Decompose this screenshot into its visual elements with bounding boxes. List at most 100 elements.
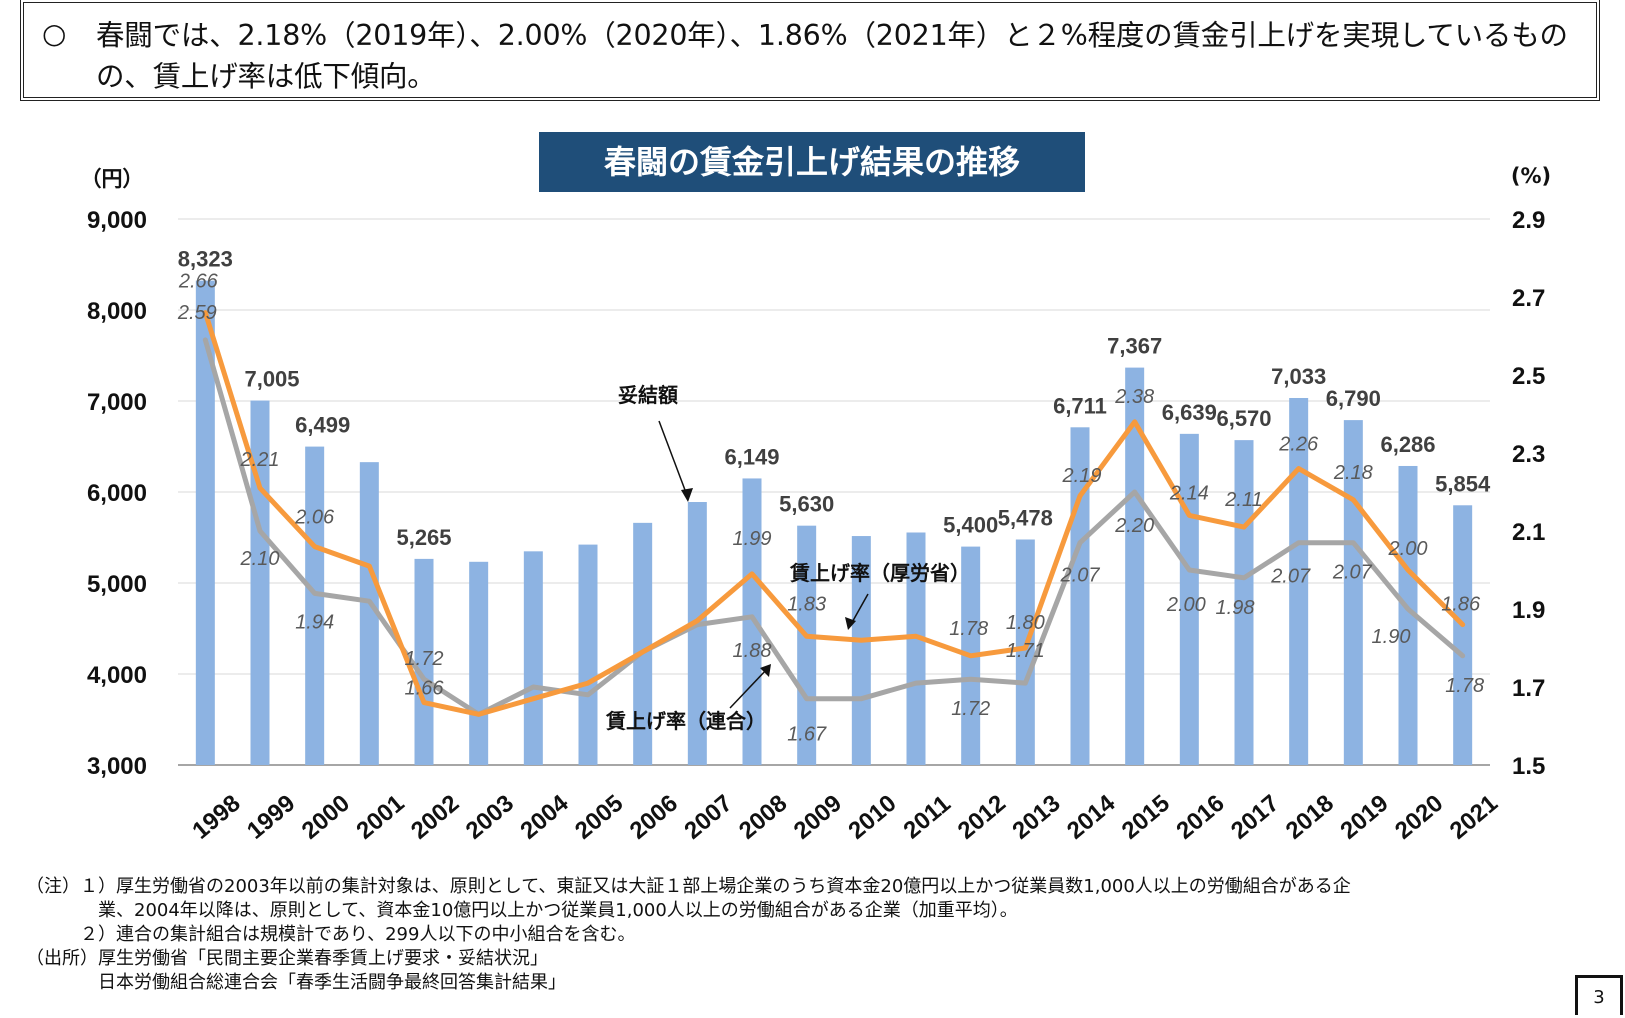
y-left-tick-label: 9,000 xyxy=(87,207,147,234)
x-tick-label: 2021 xyxy=(1445,790,1503,845)
x-tick-label: 2016 xyxy=(1171,790,1229,845)
bar-value-label: 5,478 xyxy=(998,506,1053,531)
y-left-tick-label: 8,000 xyxy=(87,298,147,325)
note-line: （出所）厚生労働省「民間主要企業春季賃上げ要求・妥結状況」 xyxy=(26,948,548,969)
rengo-rate-label: 2.10 xyxy=(240,548,280,570)
bar xyxy=(1398,465,1418,765)
mhlw-rate-label: 1.86 xyxy=(1441,594,1481,616)
x-tick-label: 2011 xyxy=(899,790,956,844)
bar xyxy=(1289,397,1309,765)
bar-value-label: 6,499 xyxy=(295,413,350,438)
mhlw-rate-label: 2.00 xyxy=(1388,538,1428,560)
bar-value-label: 6,286 xyxy=(1380,432,1435,457)
bar xyxy=(687,502,707,765)
chart-title: 春闘の賃金引上げ結果の推移 xyxy=(539,132,1085,192)
y-right-tick-label: 2.1 xyxy=(1512,519,1545,546)
mhlw-rate-label: 2.18 xyxy=(1333,462,1373,484)
x-tick-label: 2001 xyxy=(351,790,409,845)
rengo-rate-label: 1.98 xyxy=(1216,597,1255,619)
y-right-tick-label: 2.3 xyxy=(1512,441,1545,468)
summary-text: 春闘では、2.18%（2019年）、2.00%（2020年）、1.86%（202… xyxy=(96,19,1568,93)
x-tick-label: 2017 xyxy=(1226,790,1284,845)
annotation-mhlw: 賃上げ率（厚労省） xyxy=(789,561,970,585)
y-left-tick-label: 3,000 xyxy=(87,753,147,780)
bar-value-label: 6,790 xyxy=(1326,386,1381,411)
bar-value-label: 5,854 xyxy=(1435,471,1491,496)
y-right-tick-label: 2.9 xyxy=(1512,207,1545,234)
rengo-rate-label: 1.78 xyxy=(1445,675,1484,697)
bar xyxy=(414,558,434,765)
x-tick-label: 2006 xyxy=(625,790,683,845)
note-line: 日本労働組合総連合会「春季生活闘争最終回答集計結果」 xyxy=(26,972,566,993)
mhlw-rate-label: 2.38 xyxy=(1114,386,1154,408)
bar xyxy=(195,280,215,765)
page-number: 3 xyxy=(1575,975,1623,1015)
rengo-rate-label: 2.59 xyxy=(177,302,217,324)
bar-value-label: 6,639 xyxy=(1162,400,1217,425)
note-line: ２）連合の集計組合は規模計であり、299人以下の中小組合を含む。 xyxy=(26,924,636,945)
bar xyxy=(742,478,762,765)
bar-value-label: 6,570 xyxy=(1216,406,1271,431)
bar xyxy=(523,551,543,765)
y-right-tick-label: 2.5 xyxy=(1512,363,1545,390)
bar xyxy=(851,536,871,765)
bar-value-label: 7,005 xyxy=(244,367,299,392)
rengo-rate-label: 2.20 xyxy=(1114,515,1154,537)
x-tick-label: 2002 xyxy=(406,790,464,845)
annotation-arrowhead xyxy=(760,664,771,677)
bar xyxy=(633,522,653,765)
mhlw-rate-label: 1.80 xyxy=(1006,612,1045,634)
bar-value-label: 5,400 xyxy=(943,513,998,538)
mhlw-rate-label: 1.66 xyxy=(405,678,445,700)
y-left-unit: （円） xyxy=(81,167,144,191)
x-tick-label: 2019 xyxy=(1335,790,1393,845)
rengo-rate-label: 2.00 xyxy=(1166,594,1206,616)
y-left-tick-label: 4,000 xyxy=(87,662,147,689)
mhlw-rate-label: 2.21 xyxy=(240,449,280,471)
notes: （注）１）厚生労働省の2003年以前の集計対象は、原則として、東証又は大証１部上… xyxy=(26,875,1351,995)
bar-value-label: 6,711 xyxy=(1053,393,1107,418)
annotation-arrowhead xyxy=(845,617,856,630)
mhlw-rate-line xyxy=(202,310,1466,717)
x-tick-label: 2012 xyxy=(953,790,1011,845)
bar-value-label: 7,367 xyxy=(1107,334,1162,359)
rengo-rate-label: 1.88 xyxy=(733,640,772,662)
y-right-tick-label: 1.5 xyxy=(1512,753,1545,780)
mhlw-rate-label: 2.06 xyxy=(294,507,335,529)
annotation-bar: 妥結額 xyxy=(618,383,678,407)
x-tick-label: 2014 xyxy=(1062,789,1121,844)
annotation-arrow xyxy=(658,420,689,499)
x-tick-label: 2000 xyxy=(297,790,355,845)
bar xyxy=(1125,367,1145,765)
summary-box: ○ 春闘では、2.18%（2019年）、2.00%（2020年）、1.86%（2… xyxy=(23,2,1597,98)
bar xyxy=(1015,539,1035,765)
rengo-rate-label: 2.07 xyxy=(1270,566,1311,588)
x-tick-label: 2003 xyxy=(461,790,519,845)
x-tick-label: 1998 xyxy=(187,790,245,845)
x-tick-label: 2005 xyxy=(570,790,628,845)
bar xyxy=(906,532,926,765)
x-tick-label: 1999 xyxy=(242,790,300,845)
bar xyxy=(1453,505,1473,765)
bar-value-label: 6,149 xyxy=(724,444,779,469)
bar xyxy=(578,544,598,765)
annotation-arrowhead xyxy=(681,488,693,502)
bar-value-label: 5,265 xyxy=(396,525,451,550)
y-right-unit: (%) xyxy=(1511,164,1551,188)
x-tick-label: 2007 xyxy=(679,790,737,845)
bar xyxy=(359,462,379,765)
y-left-tick-label: 5,000 xyxy=(87,571,147,598)
rengo-rate-label: 1.94 xyxy=(295,611,334,633)
note-line: 業、2004年以降は、原則として、資本金10億円以上かつ従業員1,000人以上の… xyxy=(26,900,1018,921)
x-tick-label: 2004 xyxy=(515,789,574,844)
rengo-rate-label: 1.90 xyxy=(1372,626,1411,648)
bar-value-label: 7,033 xyxy=(1271,364,1326,389)
x-tick-label: 2010 xyxy=(843,790,901,845)
y-left-tick-label: 7,000 xyxy=(87,389,147,416)
rengo-rate-label: 2.07 xyxy=(1332,562,1373,584)
annotation-rengo: 賃上げ率（連合） xyxy=(605,709,766,733)
mhlw-rate-label: 1.78 xyxy=(949,618,988,640)
mhlw-rate-label: 2.26 xyxy=(1278,434,1319,456)
rengo-rate-label: 1.72 xyxy=(405,648,444,670)
bar xyxy=(305,446,325,765)
